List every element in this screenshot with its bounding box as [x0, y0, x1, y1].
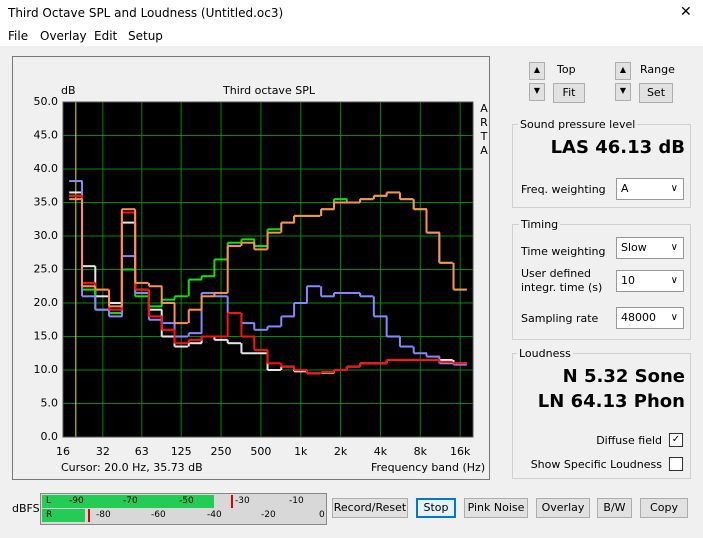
x-tick-label: 16k — [450, 445, 471, 458]
weighting-select[interactable]: A — [616, 178, 684, 200]
integr-input[interactable]: 10 — [616, 270, 684, 292]
left-level — [42, 495, 214, 508]
meter-scale-label: -90 — [69, 496, 84, 506]
window-title: Third Octave SPL and Loudness (Untitled.… — [8, 6, 284, 20]
cursor-readout: Cursor: 20.0 Hz, 35.73 dB — [61, 461, 203, 474]
specific-checkbox[interactable] — [669, 457, 683, 471]
meter-scale-label: R — [46, 510, 53, 520]
y-tick-label: 40.0 — [34, 162, 59, 175]
time-weighting-select[interactable]: Slow — [616, 237, 684, 259]
y-tick-label: 25.0 — [34, 263, 59, 276]
menu-item[interactable]: Setup — [128, 29, 163, 43]
x-axis-label: Frequency band (Hz) — [371, 461, 485, 474]
fit-button[interactable]: Fit — [553, 83, 585, 103]
sampling-label: Sampling rate — [521, 312, 599, 325]
y-tick-label: 50.0 — [34, 95, 59, 108]
y-tick-label: 20.0 — [34, 296, 59, 309]
x-tick-label: 8k — [414, 445, 428, 458]
y-tick-label: 30.0 — [34, 229, 59, 242]
overlay-button[interactable]: Overlay — [536, 498, 590, 518]
menu-bar — [0, 28, 703, 46]
meter-label: dBFS — [12, 502, 40, 515]
close-button[interactable]: ✕ — [680, 4, 692, 20]
top-label: Top — [557, 63, 576, 76]
sampling-select[interactable]: 48000 — [616, 307, 684, 329]
range-down[interactable]: ▼ — [615, 83, 631, 101]
set-button[interactable]: Set — [639, 83, 673, 103]
integr-label: integr. time (s) — [521, 281, 603, 294]
y-tick-label: 15.0 — [34, 330, 59, 343]
x-tick-label: 250 — [211, 445, 232, 458]
side-label: R — [480, 116, 488, 129]
loudness-group — [512, 353, 691, 479]
y-tick-label: 10.0 — [34, 363, 59, 376]
meter-scale-label: -20 — [261, 510, 276, 520]
range-label: Range — [640, 63, 675, 76]
y-tick-label: 35.0 — [34, 196, 59, 209]
y-tick-label: 5.0 — [41, 397, 59, 410]
right-level — [42, 509, 85, 522]
integr-label: User defined — [521, 267, 591, 280]
meter-scale-label: L — [46, 496, 52, 506]
loudness-heading: Loudness — [517, 347, 573, 360]
loudness-phon: LN 64.13 Phon — [537, 391, 685, 412]
chart-title: Third octave SPL — [222, 84, 316, 97]
diffuse-checkbox[interactable]: ✓ — [669, 433, 683, 447]
side-label: A — [480, 144, 488, 157]
diffuse-label: Diffuse field — [596, 434, 662, 447]
specific-label: Show Specific Loudness — [530, 458, 662, 471]
x-tick-label: 500 — [250, 445, 271, 458]
menu-item[interactable]: Overlay — [40, 29, 87, 43]
side-label: T — [480, 130, 488, 143]
meter-scale-label: -60 — [151, 510, 166, 520]
meter-scale-label: 0 — [319, 510, 325, 520]
weighting-label: Freq. weighting — [521, 183, 606, 196]
top-up[interactable]: ▲ — [529, 62, 545, 80]
record-button[interactable]: Record/Reset — [332, 498, 408, 518]
pink-noise-button[interactable]: Pink Noise — [464, 498, 528, 518]
spl-heading: Sound pressure level — [518, 118, 638, 131]
meter-scale-label: -30 — [235, 496, 250, 506]
copy-button[interactable]: Copy — [640, 498, 688, 518]
y-axis-label: dB — [61, 84, 76, 97]
x-tick-label: 63 — [135, 445, 149, 458]
x-tick-label: 2k — [334, 445, 348, 458]
top-down[interactable]: ▼ — [529, 83, 545, 101]
meter-scale-label: -70 — [123, 496, 138, 506]
stop-button[interactable]: Stop — [416, 498, 456, 518]
x-tick-label: 1k — [294, 445, 308, 458]
spl-reading: LAS 46.13 dB — [550, 137, 685, 158]
time-weighting-label: Time weighting — [521, 245, 606, 258]
meter-scale-label: -50 — [179, 496, 194, 506]
y-tick-label: 45.0 — [34, 129, 59, 142]
right-peak — [88, 509, 90, 522]
meter-scale-label: -40 — [207, 510, 222, 520]
x-tick-label: 125 — [171, 445, 192, 458]
meter-scale-label: -10 — [289, 496, 304, 506]
menu-item[interactable]: File — [8, 29, 29, 43]
timing-heading: Timing — [519, 218, 561, 231]
title-bar — [0, 0, 703, 28]
x-tick-label: 32 — [96, 445, 110, 458]
menu-item[interactable]: Edit — [94, 29, 118, 43]
meter-scale-label: -80 — [96, 510, 111, 520]
bw-button[interactable]: B/W — [597, 498, 632, 518]
chart: dB Third octave SPL Cursor: 20.0 Hz, 35.… — [12, 56, 490, 480]
side-label: A — [480, 102, 488, 115]
y-tick-label: 0.0 — [41, 430, 59, 443]
x-tick-label: 4k — [374, 445, 388, 458]
range-up[interactable]: ▲ — [615, 62, 631, 80]
plot-border — [62, 101, 474, 438]
loudness-sone: N 5.32 Sone — [562, 366, 685, 387]
left-peak — [231, 495, 233, 508]
x-tick-label: 16 — [56, 445, 70, 458]
